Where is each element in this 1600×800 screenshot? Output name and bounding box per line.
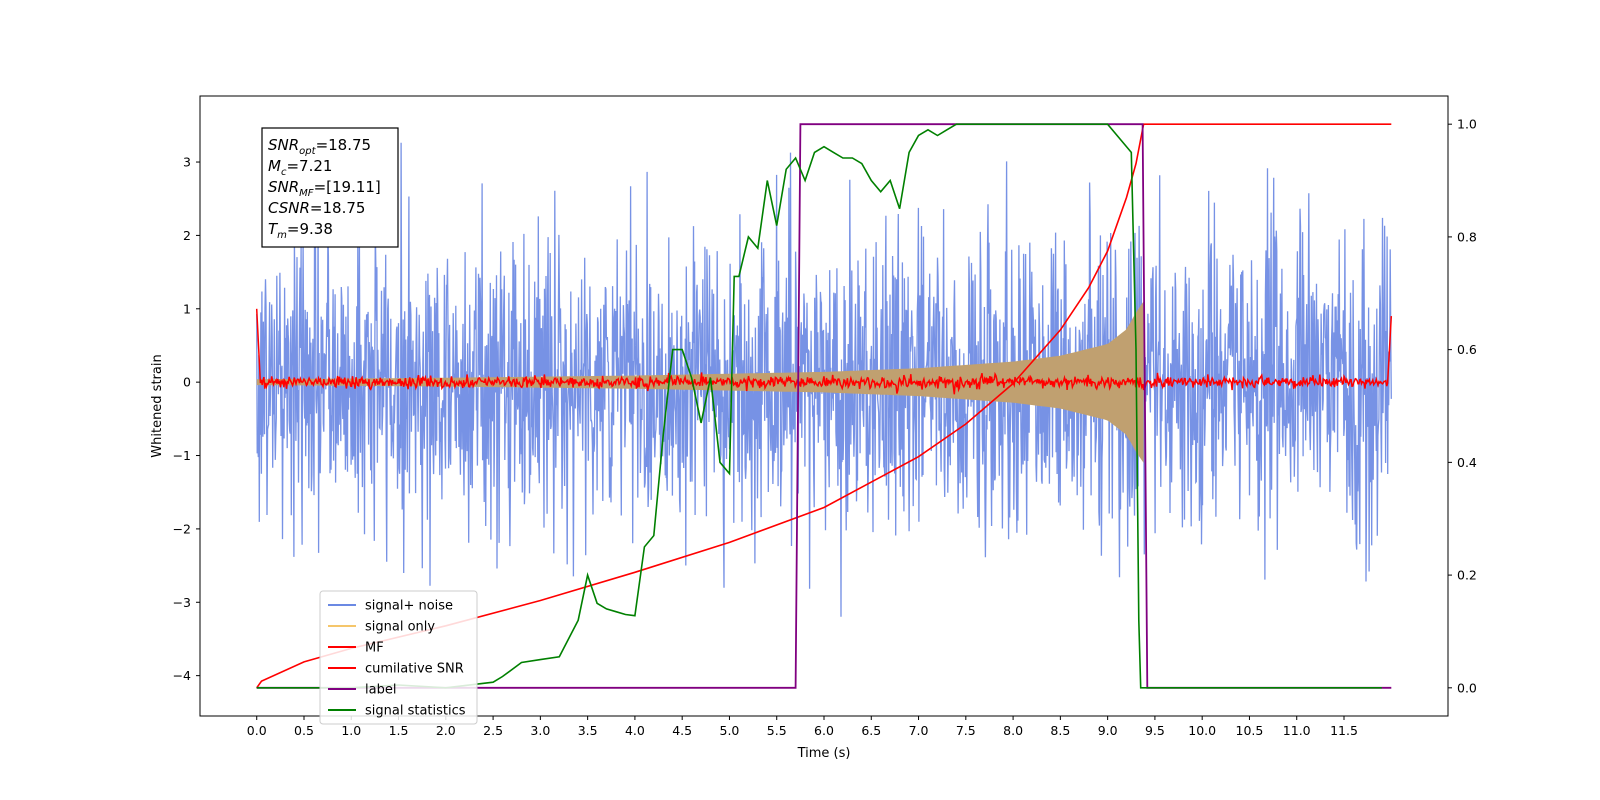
x-tick-label: 9.0 <box>1098 723 1118 738</box>
legend-label: cumilative SNR <box>365 662 464 677</box>
x-tick-label: 8.0 <box>1003 723 1023 738</box>
signal-plus-noise-line <box>256 142 1392 617</box>
annotation-subscript: opt <box>299 146 316 157</box>
mf-line <box>255 308 1393 395</box>
legend-label: signal+ noise <box>365 599 453 614</box>
x-tick-label: 0.0 <box>247 723 267 738</box>
y-tick-label: −4 <box>173 668 191 683</box>
annotation-subscript: MF <box>299 188 314 199</box>
x-tick-label: 11.5 <box>1330 723 1358 738</box>
y-tick-label: −2 <box>173 521 191 536</box>
signal-statistics-series <box>256 123 1382 689</box>
annotation-symbol: SNR <box>268 136 299 154</box>
x-tick-label: 11.0 <box>1283 723 1311 738</box>
x-tick-label: 0.5 <box>294 723 314 738</box>
x-tick-label: 2.5 <box>483 723 503 738</box>
x-axis: 0.0 0.5 1.0 1.5 2.0 2.5 3.0 3.5 4.0 4.5 5.0 5.5 6.0 6… <box>247 716 1358 738</box>
annotation-value: =[19.11] <box>314 178 381 196</box>
y2-tick-label: 0.6 <box>1457 342 1477 357</box>
annotation-symbol: SNR <box>268 178 299 196</box>
legend-entry: signal only <box>328 620 435 635</box>
annotation-line: Tm=9.38 <box>268 220 333 241</box>
y2-tick-label: 1.0 <box>1457 117 1477 132</box>
x-tick-label: 10.0 <box>1188 723 1216 738</box>
legend-label: signal statistics <box>365 704 466 719</box>
annotation-value: =9.38 <box>287 220 333 238</box>
x-tick-label: 5.0 <box>720 723 740 738</box>
legend-label: signal only <box>365 620 435 635</box>
y-tick-label: 0 <box>183 375 191 390</box>
x-tick-label: 9.5 <box>1145 723 1165 738</box>
annotation-subscript: m <box>277 230 287 241</box>
annotation-value: =7.21 <box>286 157 332 175</box>
y-axis-left: −4 −3 −2 −1 0 1 2 3 <box>173 155 200 683</box>
annotation-symbol: M <box>268 157 281 175</box>
annotation-frame <box>261 127 399 248</box>
y2-tick-label: 0.4 <box>1457 455 1477 470</box>
x-tick-label: 4.5 <box>672 723 692 738</box>
y-axis-right: 0.0 0.2 0.4 0.6 0.8 1.0 <box>1448 117 1477 695</box>
annotation-value: =18.75 <box>316 136 372 154</box>
annotation-symbol: CSNR <box>268 199 310 217</box>
y-tick-label: 1 <box>183 301 191 316</box>
legend-entry: signal statistics <box>328 704 466 719</box>
legend: signal+ noise signal only MF cumilative SNR… <box>319 590 478 725</box>
signal-statistics-line <box>256 123 1382 689</box>
x-tick-label: 6.5 <box>861 723 881 738</box>
x-tick-label: 10.5 <box>1236 723 1264 738</box>
annotation-line: CSNR=18.75 <box>268 199 365 217</box>
signal-plus-noise-series <box>256 142 1392 617</box>
x-tick-label: 3.5 <box>578 723 598 738</box>
y-tick-label: 3 <box>183 155 191 170</box>
metrics-annotation-box: SNRopt=18.75Mc=7.21SNRMF=[19.11]CSNR=18.… <box>261 127 399 248</box>
legend-entry: signal+ noise <box>328 599 453 614</box>
legend-label: MF <box>365 641 384 656</box>
legend-frame <box>319 590 478 725</box>
x-tick-label: 3.0 <box>530 723 550 738</box>
x-tick-label: 6.0 <box>814 723 834 738</box>
annotation-line: Mc=7.21 <box>268 157 332 178</box>
y-tick-label: 2 <box>183 228 191 243</box>
y2-tick-label: 0.2 <box>1457 568 1477 583</box>
legend-entry: MF <box>328 641 384 656</box>
x-tick-label: 1.5 <box>389 723 409 738</box>
y-tick-label: −3 <box>173 595 191 610</box>
annotation-subscript: c <box>281 167 287 178</box>
x-tick-label: 4.0 <box>625 723 645 738</box>
x-tick-label: 7.0 <box>909 723 929 738</box>
y-axis-label: Whitened strain <box>150 354 165 457</box>
mf-series <box>255 308 1393 395</box>
x-tick-label: 7.5 <box>956 723 976 738</box>
y-tick-label: −1 <box>173 448 191 463</box>
annotation-line: SNRMF=[19.11] <box>268 178 381 199</box>
x-tick-label: 1.0 <box>341 723 361 738</box>
legend-entry: label <box>328 683 396 698</box>
y2-tick-label: 0.0 <box>1457 680 1477 695</box>
legend-entry: cumilative SNR <box>328 662 464 677</box>
legend-label: label <box>365 683 396 698</box>
y2-tick-label: 0.8 <box>1457 229 1477 244</box>
annotation-symbol: T <box>268 220 279 238</box>
x-tick-label: 8.5 <box>1050 723 1070 738</box>
x-axis-label: Time (s) <box>797 746 851 761</box>
annotation-value: =18.75 <box>310 199 366 217</box>
annotation-line: SNRopt=18.75 <box>268 136 371 157</box>
x-tick-label: 2.0 <box>436 723 456 738</box>
x-tick-label: 5.5 <box>767 723 787 738</box>
